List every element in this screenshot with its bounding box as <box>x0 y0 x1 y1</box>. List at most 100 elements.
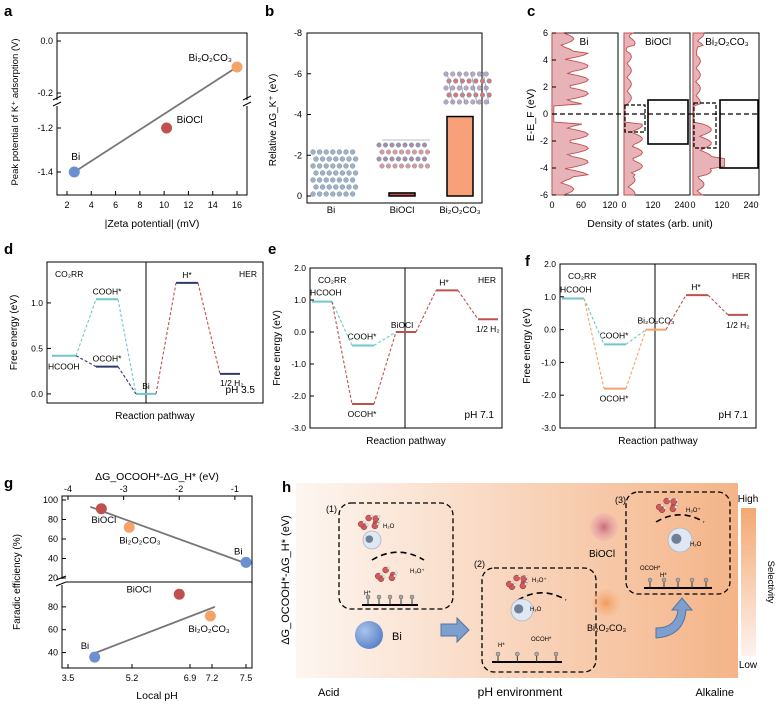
biocl-atom <box>376 156 382 162</box>
h3o-label: H₃O⁺ <box>686 507 701 514</box>
biocl-atom <box>409 142 415 148</box>
h3o-molecule <box>382 575 386 579</box>
step3-label: (3) <box>615 495 626 505</box>
panel-e-ytick-label: 1.0 <box>294 295 306 305</box>
bi-atom <box>323 163 329 169</box>
ph-environment-label: pH environment <box>478 685 563 699</box>
panel-c-ytick-label: -4 <box>540 163 548 173</box>
panel-c-xtick-label: 60 <box>576 200 586 210</box>
panel-b-ytick-label: -4 <box>294 110 302 120</box>
h3o-molecule <box>388 574 396 582</box>
step1-box <box>338 502 454 610</box>
panel-a-point <box>231 61 243 73</box>
bi2o2co3-sphere <box>592 589 620 617</box>
bi-atom <box>346 170 352 176</box>
panel-d-level-label: 1/2 H₂ <box>220 378 244 388</box>
panel-c-xtick-label: 0 <box>690 200 695 210</box>
panel-f-frame <box>559 263 757 429</box>
panel-a-xtick-label: 10 <box>159 200 169 210</box>
panel-a-break-right-1 <box>242 95 252 101</box>
electrode-surface-atom <box>409 594 415 600</box>
panel-f-connector <box>665 294 687 330</box>
bi2o2co3-atom <box>456 99 462 105</box>
bi2o2co3-crystal-structure-icon <box>443 71 492 105</box>
biocl-atom <box>379 149 385 155</box>
bi-atom <box>349 177 356 183</box>
biocl-atom <box>405 149 411 155</box>
h2o-molecule <box>505 580 513 588</box>
bi2o2co3-atom <box>466 78 472 84</box>
panel-e-connector <box>373 331 397 405</box>
panel-g-ytick-label: 60 <box>48 625 58 635</box>
panel-c-dos-area <box>623 32 644 196</box>
panel-e-level-label: H* <box>439 277 449 287</box>
biocl-atom <box>418 163 424 169</box>
panel-d-ph-label: pH 3.5 <box>226 385 256 396</box>
panel-a-xtick-label: 8 <box>137 200 142 210</box>
panel-c-ytick-label: 2 <box>543 82 548 92</box>
biocl-sphere-label: BiOCl <box>589 549 615 560</box>
bi2o2co3-bond <box>482 71 490 105</box>
bi-atom <box>326 184 332 190</box>
bi-atom <box>346 156 352 162</box>
panel-e-connector <box>373 331 397 346</box>
panel-c-dos-area <box>551 32 590 196</box>
panel-e-connector <box>331 301 353 405</box>
bi-atom <box>352 184 359 190</box>
panel-c-solid-box <box>647 99 689 145</box>
panel-f-xlabel: Reaction pathway <box>618 436 698 447</box>
panel-a-point <box>68 166 80 178</box>
h2o-molecule <box>510 580 514 584</box>
bi-atom <box>330 163 336 169</box>
biocl-atom <box>383 142 389 148</box>
bi-atom <box>316 177 323 183</box>
h2o-label: H₂O <box>383 524 395 530</box>
panel-e-connector <box>457 290 479 320</box>
biocl-atom <box>376 142 382 148</box>
bi-crystal-structure-icon <box>310 149 359 197</box>
bi2o2co3-atom <box>470 99 476 105</box>
panel-c: Bi 0 60 120 BiOCl 0 120 240 Bi₂O₂CO₃ 0 120 240 6 4 2 0… <box>525 28 760 230</box>
panel-b-category-label: BiOCl <box>390 205 415 216</box>
panel-e-level-label: 1/2 H₂ <box>476 324 500 334</box>
h2o-molecule <box>670 498 678 505</box>
bi2o2co3-atom <box>443 99 449 105</box>
panel-f-ytick-label: -2.0 <box>541 390 556 400</box>
panel-a-point-label: BiOCl <box>177 115 203 126</box>
panel-g-bottom-point-label: Bi₂O₂CO₃ <box>188 624 229 635</box>
bi2o2co3-atom <box>463 85 469 91</box>
panel-e-level-label: BiOCl <box>391 320 413 330</box>
panel-f-ylabel: Free energy (eV) <box>522 308 533 384</box>
biocl-atom <box>412 149 418 155</box>
bi-atom <box>313 184 319 190</box>
biocl-atom <box>399 149 405 155</box>
panel-c-subplot-title: Bi <box>580 37 589 48</box>
biocl-atom <box>399 163 405 169</box>
panel-f-connector <box>625 329 647 345</box>
panel-c-dashed-box <box>693 102 717 149</box>
panel-a-xtick-label: 2 <box>64 200 69 210</box>
panel-c-subplot-title: BiOCl <box>645 37 671 48</box>
biocl-atom <box>383 156 389 162</box>
panel-d-ytick-label: 0.0 <box>31 389 43 399</box>
electrode-surface-atom <box>515 651 520 657</box>
electrode-surface-atom <box>534 651 539 657</box>
panel-a-ytick-label: -1.2 <box>37 123 53 133</box>
electrode-surface-atom <box>398 594 404 600</box>
bi-atom <box>330 149 336 155</box>
h-star-label: H* <box>498 643 505 649</box>
acid-label: Acid <box>318 687 339 699</box>
panel-g-bottom-xtick-label: 7.2 <box>206 673 219 683</box>
h2o-molecule <box>674 505 678 509</box>
panel-g-bottom-frame <box>61 581 253 669</box>
h2o-molecule <box>655 503 663 511</box>
panel-c-xtick-label: 120 <box>645 200 660 210</box>
electrode-surface-atom <box>365 594 371 600</box>
panel-f-her-label: HER <box>732 271 750 281</box>
panel-f-ytick-label: -3.0 <box>541 423 556 433</box>
panel-a-xtick-label: 6 <box>113 200 118 210</box>
panel-c-ytick-label: 4 <box>543 55 548 65</box>
panel-c-ylabel: E-E_F (eV) <box>525 89 537 142</box>
